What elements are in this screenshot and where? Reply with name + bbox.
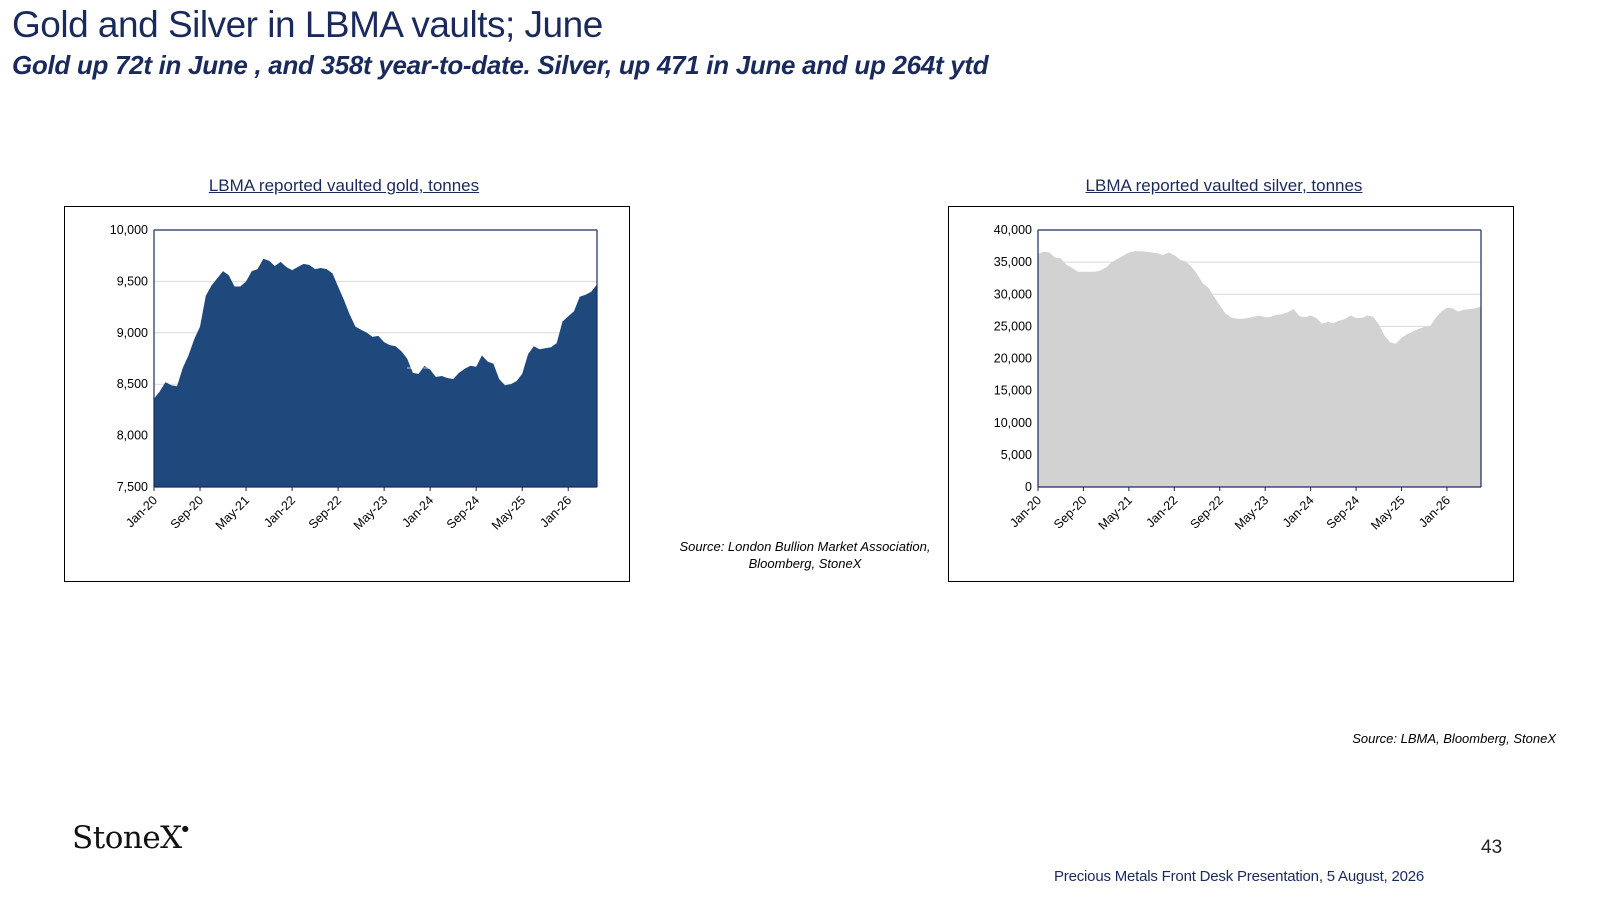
page-number: 43 (1481, 837, 1503, 858)
page-subtitle: Gold up 72t in June , and 358t year-to-d… (12, 50, 989, 80)
gold-chart: 7,500 8,000 8,500 9,000 9,500 10,000 Jan-20 Sep… (64, 206, 630, 582)
silver-x-tick-label: Jan-22 (1143, 493, 1180, 530)
gold-x-tick-label: Jan-24 (399, 493, 436, 530)
silver-x-tick-label: Sep-24 (1324, 493, 1362, 531)
silver-x-tick-label: Jan-20 (1007, 493, 1044, 530)
gold-x-tick-label: Jan-20 (123, 493, 160, 530)
silver-y-tick-label: 25,000 (994, 319, 1032, 333)
silver-chart-svg: 0 5,000 10,000 15,000 20,000 25,000 30,000 35,0… (994, 223, 1482, 533)
gold-x-tick-label: Jan-26 (537, 493, 574, 530)
gold-y-tick-label: 9,500 (117, 274, 148, 288)
gold-x-tick-label: Sep-20 (168, 493, 206, 531)
gold-x-tick-label: Sep-22 (306, 493, 344, 531)
source-note-middle: Source: London Bullion Market Associatio… (679, 539, 931, 571)
silver-chart-title: LBMA reported vaulted silver, tonnes (1085, 176, 1363, 195)
gold-chart-title: LBMA reported vaulted gold, tonnes (208, 176, 480, 195)
gold-y-tick-label: 9,000 (117, 326, 148, 340)
gold-y-tick-label: 8,500 (117, 377, 148, 391)
stonex-logo: StoneX● (72, 820, 189, 856)
silver-y-tick-label: 30,000 (994, 287, 1032, 301)
silver-y-tick-label: 5,000 (1001, 448, 1032, 462)
footer-presentation-info: Precious Metals Front Desk Presentation,… (1054, 868, 1425, 885)
logo-registered-mark: ● (181, 824, 189, 833)
silver-y-tick-label: 10,000 (994, 416, 1032, 430)
gold-y-tick-label: 8,000 (117, 429, 148, 443)
silver-area-series (1038, 251, 1481, 487)
silver-x-tick-label: Jan-24 (1280, 493, 1317, 530)
logo-text: StoneX (72, 820, 182, 856)
silver-y-tick-label: 0 (1025, 480, 1032, 494)
silver-x-tick-label: May-21 (1096, 493, 1135, 532)
silver-x-tick-label: May-25 (1368, 493, 1407, 532)
gold-x-tick-label: Sep-24 (444, 493, 482, 531)
silver-y-tick-label: 15,000 (994, 384, 1032, 398)
gold-watermark: X (407, 333, 436, 379)
gold-x-tick-label: May-23 (351, 493, 390, 532)
gold-area-series (154, 258, 597, 487)
silver-y-tick-label: 20,000 (994, 352, 1032, 366)
gold-x-tick-label: May-25 (489, 493, 528, 532)
silver-x-tick-label: Jan-26 (1416, 493, 1453, 530)
silver-x-tick-label: Sep-20 (1051, 493, 1089, 531)
gold-y-tick-label: 7,500 (117, 480, 148, 494)
silver-chart: 0 5,000 10,000 15,000 20,000 25,000 30,000 35,0… (948, 206, 1514, 582)
gold-y-tick-label: 10,000 (110, 223, 148, 237)
silver-x-tick-label: May-23 (1232, 493, 1271, 532)
gold-x-tick-label: May-21 (213, 493, 252, 532)
gold-x-tick-label: Jan-22 (261, 493, 298, 530)
silver-y-tick-label: 40,000 (994, 223, 1032, 237)
page-title: Gold and Silver in LBMA vaults; June (12, 4, 603, 45)
silver-y-tick-label: 35,000 (994, 255, 1032, 269)
silver-x-tick-label: Sep-22 (1187, 493, 1225, 531)
source-note-right: Source: LBMA, Bloomberg, StoneX (1352, 731, 1556, 746)
